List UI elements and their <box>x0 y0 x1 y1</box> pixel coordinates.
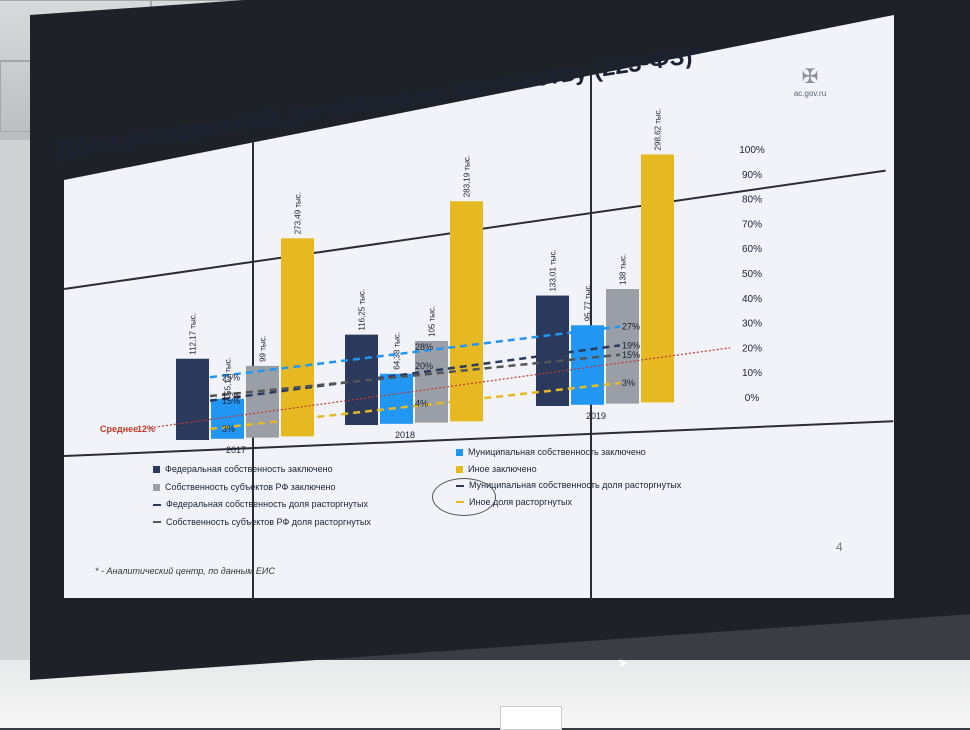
line-point-label: 3% <box>622 378 635 388</box>
bar-3-1 <box>450 201 483 422</box>
bar-1-1 <box>380 373 413 424</box>
logo-text: ac.gov.ru <box>793 89 827 98</box>
legend-item: Муниципальная собственность заключено <box>456 447 646 457</box>
legend-label: Иное заключено <box>468 463 537 474</box>
y2-tick-label: 10% <box>742 368 762 379</box>
legend-item: Собственность субъектов РФ заключено <box>153 482 335 492</box>
logo: ✠ ac.gov.ru <box>790 64 830 98</box>
mouse-cursor-icon: ➤ <box>618 656 629 670</box>
power-outlet <box>500 706 562 730</box>
bar-0-2 <box>536 295 569 406</box>
bar-2-2 <box>606 289 639 404</box>
category-label: 2019 <box>586 411 606 421</box>
line-series-0 <box>209 344 621 402</box>
bar-3-0 <box>281 238 314 437</box>
y2-tick-label: 0% <box>745 393 760 404</box>
line-point-label: 17% <box>222 391 240 401</box>
y2-tick-label: 50% <box>742 269 762 280</box>
bar-label: 105 тыс. <box>428 306 437 337</box>
bar-label: 99 тыс. <box>259 335 268 362</box>
page-number: 4 <box>836 540 843 554</box>
bar-1-2 <box>571 325 604 405</box>
legend-dash <box>153 503 161 506</box>
bar-label: 138 тыс. <box>619 254 628 285</box>
average-value-label: 12% <box>137 424 155 434</box>
bar-3-2 <box>641 154 674 403</box>
legend-swatch <box>456 449 463 457</box>
legend-label: Федеральная собственность заключено <box>165 464 333 474</box>
y2-tick-label: 40% <box>742 294 762 305</box>
floor <box>0 660 970 728</box>
bar-label: 112,17 тыс. <box>189 313 198 355</box>
bar-0-0 <box>176 358 209 440</box>
line-point-label: 25% <box>222 372 240 382</box>
y2-tick-label: 90% <box>742 170 762 181</box>
legend-item: Федеральная собственность доля расторгну… <box>153 499 368 509</box>
average-line <box>149 347 731 429</box>
legend-swatch <box>153 466 160 474</box>
line-point-label: 15% <box>222 396 240 406</box>
line-point-label: 15% <box>622 350 640 360</box>
legend-label: Федеральная собственность доля расторгну… <box>166 499 369 509</box>
legend-item: Иное заключено <box>456 464 537 474</box>
legend-label: Иное доля расторгнутых <box>469 496 573 507</box>
eagle-emblem-icon: ✠ <box>801 66 819 88</box>
legend-swatch <box>153 483 160 491</box>
legend-label: Муниципальная собственность доля расторг… <box>469 480 682 490</box>
legend-item: Федеральная собственность заключено <box>153 464 333 474</box>
category-label: 2017 <box>226 445 246 455</box>
y2-tick-label: 60% <box>742 244 762 255</box>
legend-item: Собственность субъектов РФ доля расторгн… <box>153 517 371 527</box>
bar-label: 133,01 тыс. <box>549 249 558 291</box>
line-point-label: 20% <box>415 361 433 371</box>
line-point-label: 28% <box>415 342 433 352</box>
highlight-circle <box>432 478 496 516</box>
bar-label: 283,19 тыс. <box>463 155 472 197</box>
bar-0-1 <box>345 334 378 425</box>
bar-1-0 <box>211 398 244 439</box>
average-label: Среднее <box>100 424 138 434</box>
secondary-axis: 100% 90% 80% 70% 60% 50% 40% 30% 20% 10% 0% <box>739 145 765 404</box>
footnote: * - Аналитический центр, по данным ЕИС <box>95 566 275 576</box>
y2-tick-label: 80% <box>742 195 762 206</box>
y2-tick-label: 100% <box>739 145 765 156</box>
line-series-3 <box>209 381 621 431</box>
bar-label: 298,62 тыс. <box>654 108 663 150</box>
legend-swatch <box>456 465 463 473</box>
legend-label: Муниципальная собственность заключено <box>468 447 646 457</box>
bar-2-1 <box>415 340 448 423</box>
legend-label: Собственность субъектов РФ заключено <box>165 481 336 492</box>
bar-label: 95,77 тыс. <box>584 283 593 321</box>
y2-tick-label: 70% <box>742 219 762 230</box>
line-point-label: 27% <box>622 322 640 332</box>
legend-dash <box>153 521 161 524</box>
bar-2-0 <box>246 365 279 438</box>
line-point-label: 3% <box>222 424 235 434</box>
y2-tick-label: 20% <box>742 343 762 354</box>
bar-label: 116,25 тыс. <box>358 289 367 331</box>
line-series-2 <box>209 353 621 398</box>
line-point-label: 4% <box>415 399 428 409</box>
bar-label: 273,49 тыс. <box>294 192 303 234</box>
line-series-1 <box>209 325 621 379</box>
category-label: 2018 <box>395 430 415 440</box>
y2-tick-label: 30% <box>742 319 762 330</box>
bar-label: 64,38 тыс. <box>393 332 402 370</box>
line-point-label: 19% <box>622 340 640 350</box>
legend-label: Собственность субъектов РФ доля расторгн… <box>166 516 371 527</box>
